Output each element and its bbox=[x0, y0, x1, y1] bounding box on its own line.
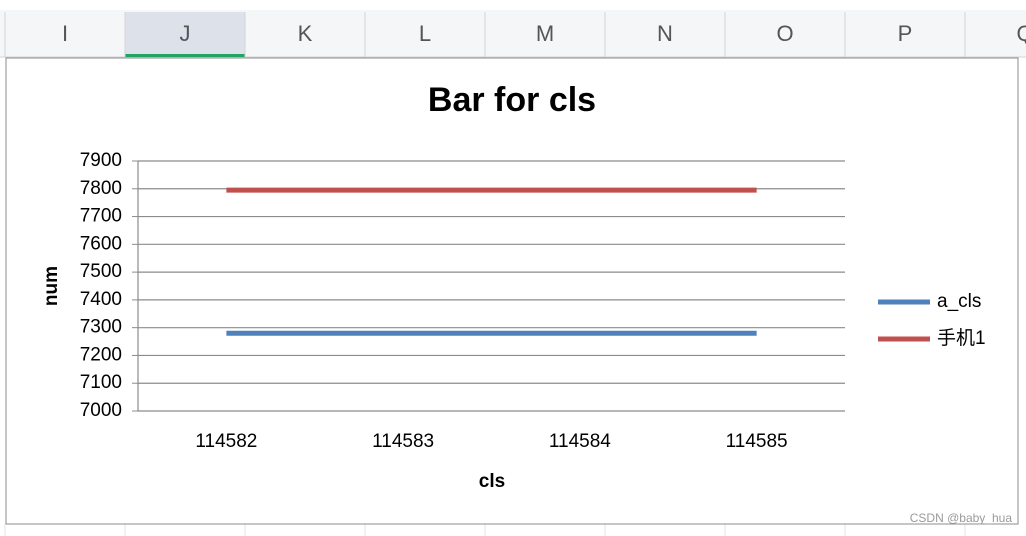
chart-frame bbox=[5, 57, 1019, 525]
y-tick-label: 7600 bbox=[80, 233, 122, 254]
legend-label: a_cls bbox=[937, 291, 981, 312]
x-tick-label: 114583 bbox=[372, 431, 434, 452]
column-header[interactable]: Q bbox=[1016, 21, 1026, 46]
y-tick-label: 7700 bbox=[80, 206, 122, 227]
column-header[interactable]: O bbox=[776, 21, 793, 46]
selected-indicator bbox=[125, 54, 245, 57]
y-tick-label: 7500 bbox=[80, 261, 122, 282]
watermark: CSDN @baby_hua bbox=[910, 511, 1013, 525]
chart-title: Bar for cls bbox=[428, 81, 596, 119]
x-axis-label: cls bbox=[479, 471, 505, 492]
column-header[interactable]: N bbox=[657, 21, 673, 46]
y-axis-label: num bbox=[41, 266, 62, 306]
column-header[interactable]: M bbox=[536, 21, 554, 46]
y-tick-label: 7400 bbox=[80, 289, 122, 310]
y-tick-label: 7300 bbox=[80, 317, 122, 338]
column-header[interactable]: K bbox=[298, 21, 313, 46]
column-header[interactable]: I bbox=[62, 21, 68, 46]
column-header[interactable]: L bbox=[419, 21, 431, 46]
y-tick-label: 7900 bbox=[80, 150, 122, 171]
y-tick-label: 7200 bbox=[80, 344, 122, 365]
x-tick-label: 114585 bbox=[726, 431, 788, 452]
column-header[interactable]: P bbox=[898, 21, 913, 46]
y-tick-label: 7100 bbox=[80, 372, 122, 393]
y-tick-label: 7000 bbox=[80, 400, 122, 421]
x-tick-label: 114582 bbox=[195, 431, 257, 452]
column-header[interactable]: J bbox=[180, 21, 191, 46]
selected-column-header bbox=[125, 12, 245, 57]
x-tick-label: 114584 bbox=[549, 431, 611, 452]
legend-label: 手机1 bbox=[937, 327, 986, 349]
y-tick-label: 7800 bbox=[80, 178, 122, 199]
